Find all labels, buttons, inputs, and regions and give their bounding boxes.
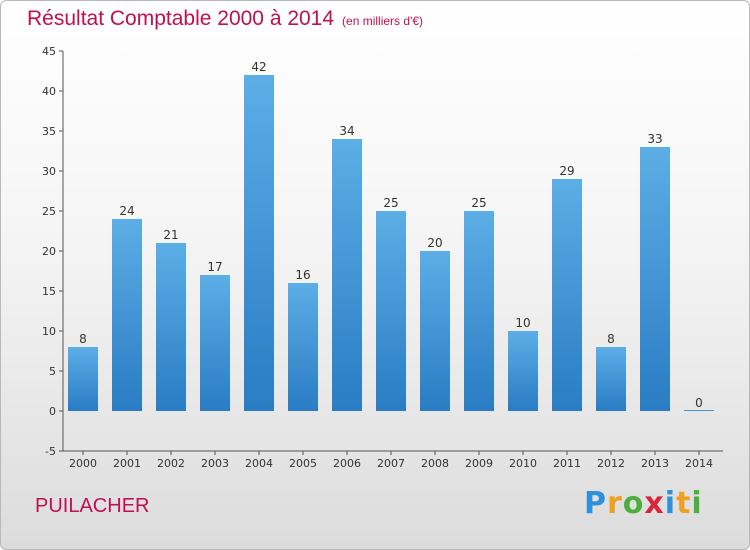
x-tick-label-2003: 2003	[201, 457, 229, 470]
x-tick-label-2005: 2005	[289, 457, 317, 470]
y-tick-label: 5	[49, 365, 56, 378]
logo-letter: x	[644, 486, 665, 521]
data-label-2002: 21	[163, 228, 178, 242]
bar-2006	[332, 139, 362, 411]
commune-name: PUILACHER	[35, 495, 150, 517]
data-label-2000: 8	[79, 332, 87, 346]
bar-2013	[640, 147, 670, 411]
x-tick-label-2010: 2010	[509, 457, 537, 470]
chart-title: Résultat Comptable 2000 à 2014 (en millie…	[27, 7, 423, 31]
bar-2008	[420, 251, 450, 411]
data-label-2014: 0	[695, 396, 703, 410]
chart-subtitle: (en milliers d'€)	[342, 14, 424, 28]
data-label-2012: 8	[607, 332, 615, 346]
y-tick-label: 10	[42, 325, 56, 338]
y-tick-label: 0	[49, 405, 56, 418]
y-tick-label: 30	[42, 165, 56, 178]
x-tick-label-2002: 2002	[157, 457, 185, 470]
bar-2000	[68, 347, 98, 411]
x-tick-label-2013: 2013	[641, 457, 669, 470]
bar-2011	[552, 179, 582, 411]
y-tick-label: 40	[42, 85, 56, 98]
x-tick-label-2014: 2014	[685, 457, 713, 470]
x-tick-label-2011: 2011	[553, 457, 581, 470]
data-label-2004: 42	[251, 60, 266, 74]
data-label-2009: 25	[471, 196, 486, 210]
logo-letter: o	[622, 486, 645, 521]
y-tick-label: 35	[42, 125, 56, 138]
bar-2003	[200, 275, 230, 411]
data-label-2008: 20	[427, 236, 442, 250]
chart-title-text: Résultat Comptable 2000 à 2014	[27, 7, 335, 30]
x-tick-label-2009: 2009	[465, 457, 493, 470]
data-label-2010: 10	[515, 316, 530, 330]
logo-letter: r	[607, 486, 623, 521]
data-label-2013: 33	[647, 132, 662, 146]
logo-letter: i	[691, 486, 703, 521]
data-label-2011: 29	[559, 164, 574, 178]
data-labels: 8 24 21 17 42 16 34 25 20 25 10 29 8 33 0	[79, 60, 703, 410]
logo-letter: P	[584, 486, 607, 521]
y-tick-label: 15	[42, 285, 56, 298]
x-tick-label-2004: 2004	[245, 457, 273, 470]
x-tick-label-2012: 2012	[597, 457, 625, 470]
bar-2004	[244, 75, 274, 411]
data-label-2001: 24	[119, 204, 134, 218]
x-tick-label-2006: 2006	[333, 457, 361, 470]
data-label-2003: 17	[207, 260, 222, 274]
proxiti-logo: Proxiti	[584, 486, 703, 521]
bar-2007	[376, 211, 406, 411]
y-tick-label: 20	[42, 245, 56, 258]
x-tick-label-2000: 2000	[69, 457, 97, 470]
bar-2014	[684, 410, 714, 411]
bar-2010	[508, 331, 538, 411]
x-tick-label-2008: 2008	[421, 457, 449, 470]
bar-2012	[596, 347, 626, 411]
bar-2002	[156, 243, 186, 411]
data-label-2007: 25	[383, 196, 398, 210]
y-tick-label: 25	[42, 205, 56, 218]
bar-2001	[112, 219, 142, 411]
logo-letter: i	[664, 486, 677, 521]
y-tick-label: -5	[45, 445, 56, 458]
data-label-2005: 16	[295, 268, 310, 282]
bar-2005	[288, 283, 318, 411]
bars	[68, 75, 714, 411]
bar-2009	[464, 211, 494, 411]
x-tick-label-2001: 2001	[113, 457, 141, 470]
data-label-2006: 34	[339, 124, 354, 138]
x-tick-label-2007: 2007	[377, 457, 405, 470]
y-tick-label: 45	[42, 45, 56, 58]
logo-letter: t	[676, 486, 692, 521]
